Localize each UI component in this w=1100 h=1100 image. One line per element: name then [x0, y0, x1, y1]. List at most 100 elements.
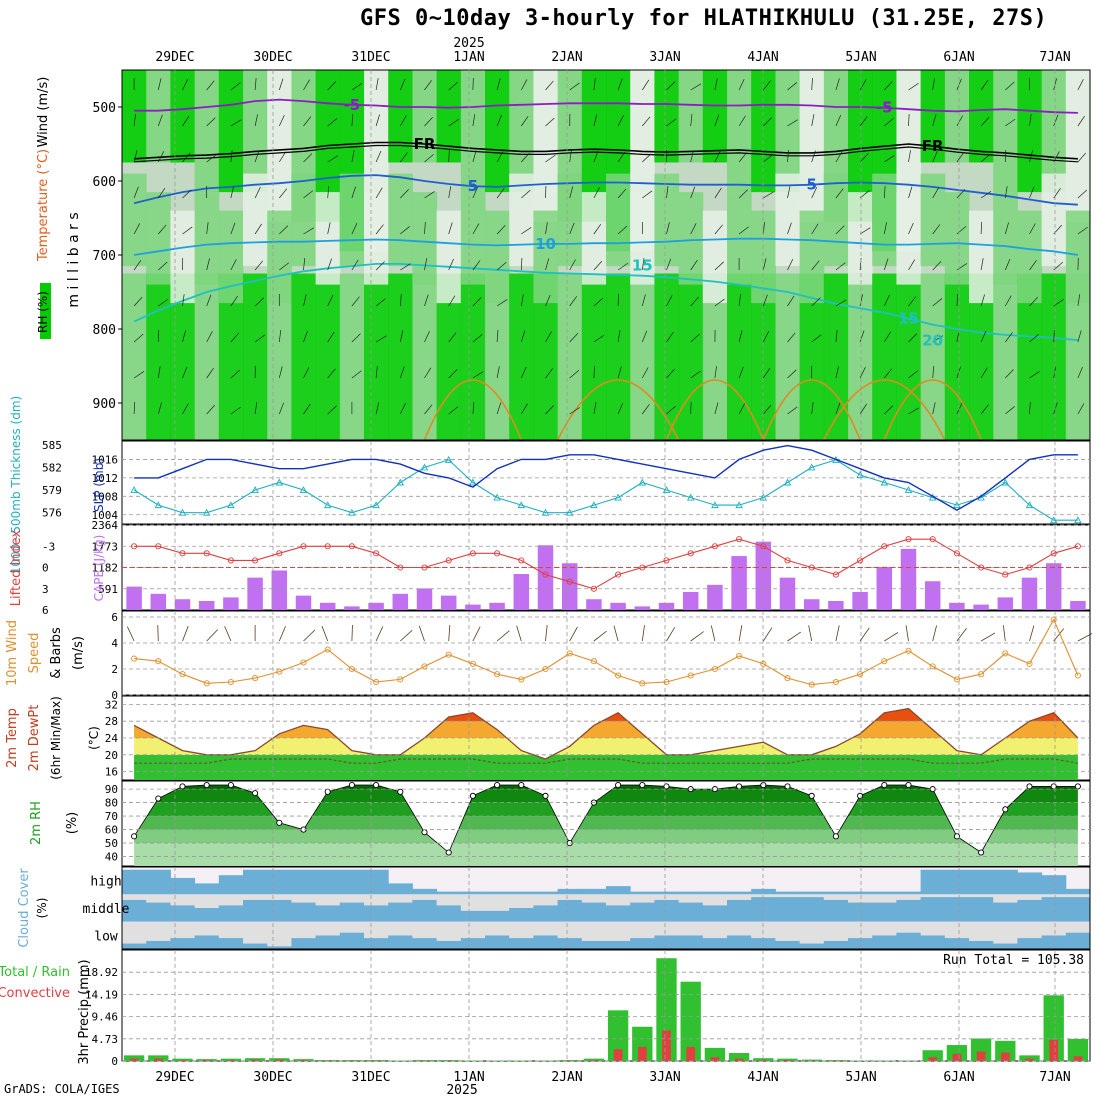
cloud-high-bar-6: [267, 869, 292, 895]
wind10m-tick-label-3: 6: [111, 611, 118, 624]
cloud-low-bar-11: [388, 935, 413, 949]
rh2m-marker-20: [615, 781, 622, 789]
upper-wind-barb-22-4: [666, 222, 670, 235]
lifted-marker-29: [832, 571, 839, 578]
bottom-date-label-3: 1JAN: [453, 1070, 484, 1085]
upper-wind-barb-31-3: [883, 186, 886, 199]
upper-wind-barb-22-6: [666, 295, 673, 307]
precip-conv-bar-27: [783, 1060, 792, 1061]
cloud-low-bar-23: [678, 935, 704, 949]
upper-wind-barb-23-4: [690, 223, 697, 235]
wind10m-marker-14: [469, 660, 476, 667]
upper-wind-barb-0-4: [133, 223, 141, 235]
upper-wind-barb-15-6: [496, 299, 508, 307]
rh-block-bottom-30: [848, 273, 873, 440]
rh-block-top-23: [678, 70, 704, 163]
upper-wind-barb-23-8: [690, 370, 701, 379]
upper-wind-barb-0-7: [133, 333, 144, 343]
upper-wind-barb-37-2: [1029, 150, 1033, 163]
upper-wind-barb-24-4: [714, 224, 723, 235]
cloud-middle-clear-10: [364, 894, 389, 906]
rh-block-mid-11: [388, 173, 413, 267]
upper-wind-barb-26-4: [762, 222, 765, 235]
upper-wind-barb-30-7: [859, 330, 865, 343]
upper-wind-barb-39-7: [1077, 330, 1082, 343]
upper-wind-barb-8-8: [327, 368, 336, 379]
precip-total-bar-36: [995, 1040, 1016, 1061]
wind10m-barb-25: [738, 625, 743, 642]
precip-total-bar-21: [632, 1026, 653, 1061]
lifted-marker-35: [978, 564, 985, 571]
upper-wind-barb-12-6: [424, 294, 429, 307]
upper-wind-barb-4-4: [230, 222, 236, 235]
cloud-middle-bar-19: [581, 902, 607, 922]
upper-wind-barb-6-2: [279, 151, 286, 163]
cloud-middle-bar-21: [630, 902, 655, 922]
rh-block-mid-20: [606, 173, 631, 267]
rh2m-marker-34: [953, 833, 960, 840]
wind10m-marker-16: [518, 676, 525, 683]
precip-total-bar-2: [172, 1058, 193, 1061]
rh-legend-swatch: [40, 283, 51, 339]
bottom-year-label: 2025: [446, 1083, 477, 1098]
upper-wind-barb-29-5: [835, 262, 846, 271]
upper-wind-barb-11-5: [400, 263, 411, 271]
cloud-low-clear-4: [218, 921, 244, 939]
rh-block-mid-9: [339, 173, 365, 267]
cloud-low-bar-35: [969, 940, 994, 949]
top-date-label-8: 6JAN: [943, 50, 974, 65]
cloud-high-bar-37: [1017, 872, 1043, 895]
cloud-middle-clear-0: [122, 894, 147, 900]
cloud-middle-bar-34: [944, 897, 970, 922]
cloud-low-bar-5: [243, 943, 268, 949]
upper-wind-barb-15-1: [496, 114, 502, 127]
cloud-high-bar-39: [1065, 888, 1091, 895]
upper-wind-barb-6-8: [278, 366, 283, 379]
cloud-low-bar-3: [194, 935, 220, 949]
top-date-label-5: 3JAN: [649, 50, 680, 65]
wind10m-marker-20: [615, 672, 622, 679]
upper-wind-barb-13-7: [448, 332, 457, 343]
isotherm-freezing: [134, 141, 1078, 160]
wind10m-marker-1: [155, 658, 162, 665]
upper-wind-barb-13-6: [448, 295, 456, 307]
cloud-low-bar-30: [848, 938, 873, 949]
isotherm-freezing-2: [134, 144, 1078, 163]
slp-tick-label-2: 1012: [92, 472, 119, 485]
cloud-low-clear-10: [364, 921, 389, 939]
cloud-high-bar-0: [122, 869, 147, 895]
thickness-marker-20: [614, 493, 622, 501]
cloud-middle-bar-4: [218, 905, 244, 922]
upper-wind-barb-25-7: [738, 330, 743, 343]
wind10m-marker-23: [687, 672, 694, 679]
upper-wind-barb-13-1: [448, 118, 459, 127]
cape-bar-4: [223, 597, 239, 610]
upper-wind-barb-9-6: [351, 296, 360, 307]
thickness-marker-27: [783, 478, 792, 486]
cloud-middle-bar-17: [533, 905, 559, 922]
cloud-low-clear-14: [460, 921, 486, 939]
rh2m-tick-label-2: 60: [105, 824, 118, 837]
precip-conv-bar-36: [1000, 1052, 1010, 1061]
contour-label-1: -5: [876, 99, 893, 117]
rh-block-top-2: [170, 70, 196, 163]
wind10m-marker-37: [1026, 660, 1033, 667]
cloud-middle-clear-15: [485, 894, 510, 911]
wind10m-barb-29: [835, 625, 840, 642]
upper-wind-barb-3-1: [206, 117, 216, 127]
upper-wind-barb-5-3: [254, 187, 261, 199]
cloud-high-bar-5: [243, 869, 268, 895]
thickness-marker-21: [638, 478, 647, 486]
cloud-low-bar-14: [460, 938, 486, 949]
upper-wind-barb-19-8: [593, 365, 595, 379]
cape-bar-3: [198, 601, 215, 610]
upper-wind-barb-6-0: [278, 78, 284, 91]
upper-wind-barb-15-0: [496, 78, 501, 91]
upper-wind-barb-32-5: [908, 259, 915, 271]
cloud-high-bar-9: [339, 869, 365, 895]
slp-tick-label-0: 1004: [92, 509, 119, 522]
wind10m-barb-24: [710, 625, 716, 642]
cloud-low-clear-31: [872, 921, 897, 936]
upper-ytick-label-4: 900: [93, 397, 116, 412]
cape-bar-14: [465, 604, 481, 610]
